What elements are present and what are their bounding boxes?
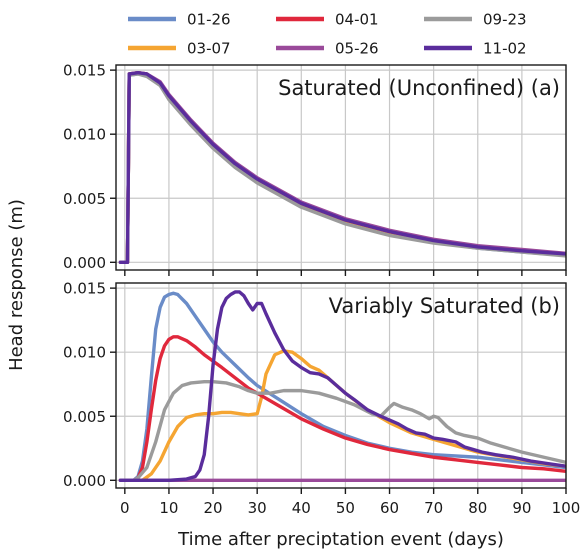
series-line-09-23	[118, 72, 566, 265]
y-tick-label: 0.015	[63, 62, 106, 80]
legend-label: 04-01	[335, 11, 379, 29]
legend-label: 03-07	[187, 40, 231, 58]
panel-saturated: 0.000 0.005 0.010 0.015 Saturated (Unconfine…	[63, 62, 567, 276]
panel-title: Variably Saturated (b)	[329, 294, 560, 318]
panel-title: Saturated (Unconfined) (a)	[278, 76, 560, 100]
y-tick-label: 0.000	[63, 254, 106, 272]
legend-label: 09-23	[483, 11, 527, 29]
y-tick-label: 0.010	[63, 344, 106, 362]
series-line-11-02	[118, 70, 566, 265]
series-line-11-02	[118, 290, 566, 483]
series-line-03-07	[118, 70, 566, 265]
legend-label: 05-26	[335, 40, 379, 58]
series-line-04-01	[118, 70, 566, 265]
x-tick-label: 80	[468, 499, 487, 517]
x-tick-label: 10	[159, 499, 178, 517]
y-tick-label: 0.015	[63, 280, 106, 298]
y-tick-label: 0.005	[63, 190, 106, 208]
series-line-05-26	[118, 70, 566, 265]
plot-frame	[115, 282, 567, 489]
series-group	[118, 70, 566, 265]
series-group	[118, 290, 566, 483]
series-line-01-26	[118, 291, 566, 483]
legend-item: 03-07	[128, 40, 231, 58]
x-tick-label: 20	[204, 499, 223, 517]
x-tick-label: 90	[512, 499, 531, 517]
x-tick-label: 50	[336, 499, 355, 517]
series-line-09-23	[118, 379, 566, 483]
legend-label: 01-26	[187, 11, 231, 29]
series-line-01-26	[118, 72, 566, 265]
x-tick-label: 100	[552, 499, 581, 517]
legend-item: 04-01	[276, 11, 379, 29]
y-tick-label: 0.005	[63, 408, 106, 426]
legend-item: 09-23	[424, 11, 527, 29]
y-axis-title: Head response (m)	[6, 199, 27, 371]
legend-label: 11-02	[483, 40, 527, 58]
x-tick-label: 30	[248, 499, 267, 517]
x-tick-label: 60	[380, 499, 399, 517]
x-axis-title: Time after preciptation event (days)	[177, 529, 504, 550]
y-tick-label: 0.000	[63, 472, 106, 490]
x-tick-label: 40	[292, 499, 311, 517]
y-tick-label: 0.010	[63, 126, 106, 144]
series-line-04-01	[118, 335, 566, 483]
x-tick-label: 70	[424, 499, 443, 517]
legend-item: 11-02	[424, 40, 527, 58]
panel-variably-saturated: 0.000 0.005 0.010 0.015 0 10 20 30 40 50 60 70 80 90 1…	[63, 280, 580, 517]
x-tick-label: 0	[120, 499, 130, 517]
legend-item: 05-26	[276, 40, 379, 58]
legend: 01-26 03-07 04-01 05-26 09-23 11-02	[128, 11, 527, 58]
legend-item: 01-26	[128, 11, 231, 29]
plot-frame	[115, 64, 567, 271]
